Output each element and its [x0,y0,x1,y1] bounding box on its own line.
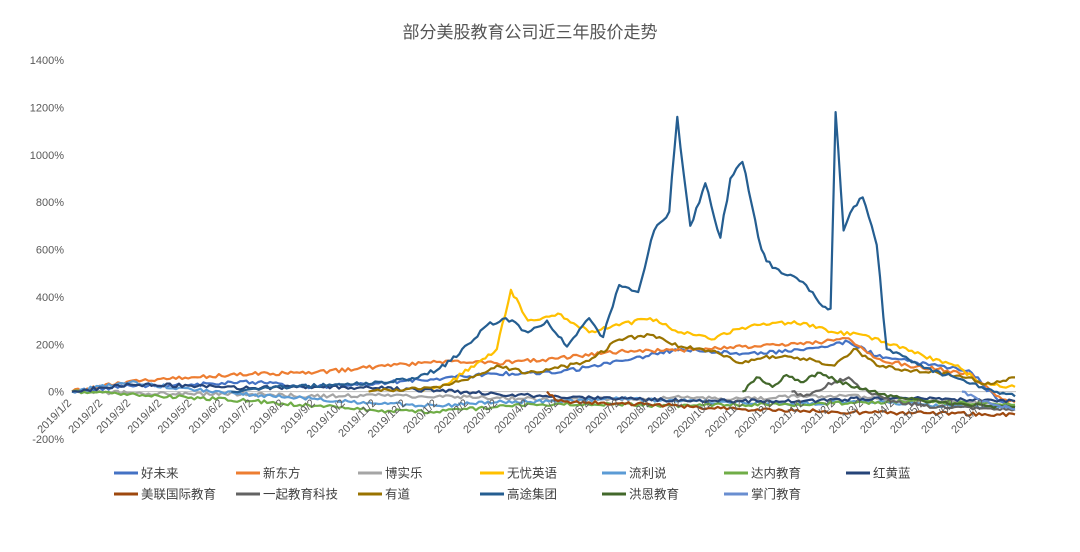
series-line [231,111,1016,398]
series-line [742,371,1016,409]
series-line [791,376,1016,412]
series-line [71,389,1016,409]
series-line [71,389,1016,415]
series-line [419,288,1016,393]
legend-label: 高途集团 [507,487,557,502]
series-line [368,333,1016,393]
series-line [546,390,1016,418]
legend-label: 博实乐 [385,466,423,481]
y-tick-label: 0% [48,387,64,399]
y-tick-label: 800% [36,197,64,209]
legend-label: 好未来 [141,466,179,481]
y-tick-label: 1200% [30,102,64,114]
y-tick-label: 400% [36,292,64,304]
y-tick-label: -200% [32,434,64,446]
legend-label: 无忧英语 [507,466,557,481]
legend-label: 流利说 [629,466,667,481]
y-tick-label: 200% [36,339,64,351]
legend-label: 掌门教育 [751,487,801,502]
y-tick-label: 1400% [30,55,64,67]
series-line [71,382,1016,404]
plot-area [71,111,1016,418]
legend-label: 红黄蓝 [873,466,911,481]
legend-label: 达内教育 [751,466,801,481]
legend-label: 一起教育科技 [263,487,339,502]
legend-label: 新东方 [263,466,301,481]
legend-label: 有道 [385,487,411,502]
legend-label: 美联国际教育 [141,487,216,502]
y-axis: -200% 0% 200% 400% 600% 800% 1000% 1200% 1400% [30,55,64,446]
series-line [71,337,1016,404]
chart-title: 部分美股教育公司近三年股价走势 [403,23,658,43]
legend-label: 洪恩教育 [629,487,679,502]
y-tick-label: 1000% [30,150,64,162]
series-line [961,390,1016,411]
y-tick-label: 600% [36,245,64,257]
